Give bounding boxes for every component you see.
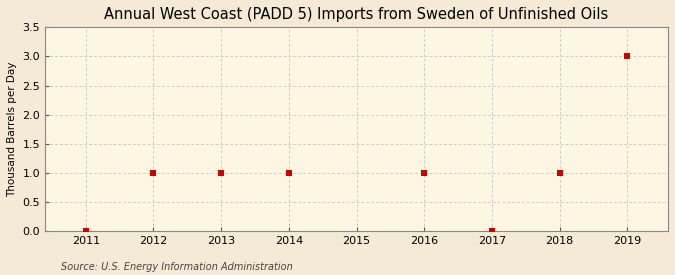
Point bbox=[554, 171, 565, 175]
Point bbox=[419, 171, 430, 175]
Text: Source: U.S. Energy Information Administration: Source: U.S. Energy Information Administ… bbox=[61, 262, 292, 272]
Point bbox=[622, 54, 633, 59]
Point bbox=[216, 171, 227, 175]
Point bbox=[80, 229, 91, 233]
Point bbox=[284, 171, 294, 175]
Title: Annual West Coast (PADD 5) Imports from Sweden of Unfinished Oils: Annual West Coast (PADD 5) Imports from … bbox=[105, 7, 609, 22]
Point bbox=[148, 171, 159, 175]
Y-axis label: Thousand Barrels per Day: Thousand Barrels per Day bbox=[7, 62, 17, 197]
Point bbox=[487, 229, 497, 233]
